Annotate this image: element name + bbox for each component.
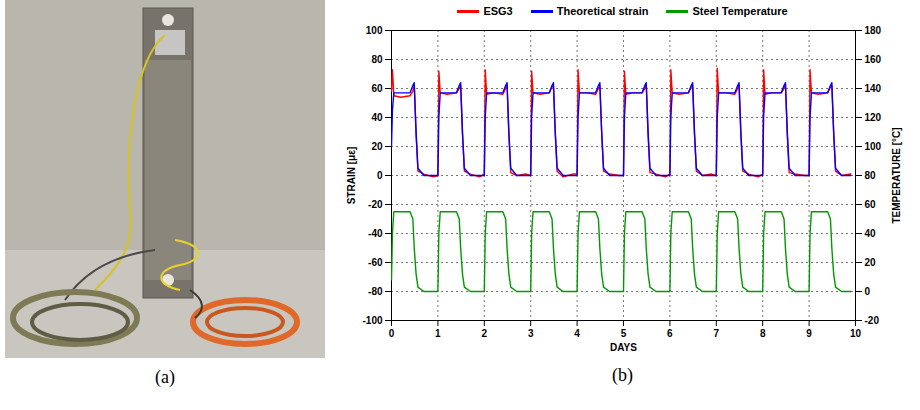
svg-text:60: 60 bbox=[864, 199, 876, 210]
svg-text:-60: -60 bbox=[368, 257, 383, 268]
svg-text:4: 4 bbox=[574, 328, 580, 339]
svg-text:0: 0 bbox=[388, 328, 394, 339]
svg-text:0: 0 bbox=[376, 170, 382, 181]
svg-text:160: 160 bbox=[864, 54, 881, 65]
svg-text:2: 2 bbox=[481, 328, 487, 339]
svg-text:5: 5 bbox=[620, 328, 626, 339]
svg-text:0: 0 bbox=[864, 286, 870, 297]
html-text:ESG3: ESG3 bbox=[483, 5, 513, 17]
svg-text:DAYS: DAYS bbox=[610, 342, 637, 353]
svg-text:140: 140 bbox=[864, 83, 881, 94]
svg-text:80: 80 bbox=[371, 54, 383, 65]
svg-text:40: 40 bbox=[371, 112, 383, 123]
svg-text:1: 1 bbox=[435, 328, 441, 339]
svg-text:9: 9 bbox=[806, 328, 812, 339]
svg-text:100: 100 bbox=[864, 141, 881, 152]
html-text:Theoretical strain: Theoretical strain bbox=[556, 5, 649, 17]
html-text:Steel Temperature: Steel Temperature bbox=[692, 5, 788, 17]
html-text:(a): (a) bbox=[155, 367, 175, 387]
svg-text:-80: -80 bbox=[368, 286, 383, 297]
svg-text:100: 100 bbox=[365, 25, 382, 36]
svg-text:-20: -20 bbox=[368, 199, 383, 210]
svg-text:TEMPERATURE [°C]: TEMPERATURE [°C] bbox=[890, 127, 901, 223]
svg-text:40: 40 bbox=[864, 228, 876, 239]
svg-text:80: 80 bbox=[864, 170, 876, 181]
html-text:(b): (b) bbox=[612, 365, 633, 385]
svg-text:-100: -100 bbox=[362, 315, 382, 326]
svg-text:-20: -20 bbox=[864, 315, 879, 326]
svg-text:7: 7 bbox=[713, 328, 719, 339]
svg-text:120: 120 bbox=[864, 112, 881, 123]
svg-text:10: 10 bbox=[849, 328, 861, 339]
svg-text:-40: -40 bbox=[368, 228, 383, 239]
svg-text:60: 60 bbox=[371, 83, 383, 94]
svg-text:20: 20 bbox=[864, 257, 876, 268]
svg-text:3: 3 bbox=[527, 328, 533, 339]
svg-text:20: 20 bbox=[371, 141, 383, 152]
svg-text:STRAIN [με]: STRAIN [με] bbox=[345, 147, 356, 205]
svg-text:180: 180 bbox=[864, 25, 881, 36]
svg-text:6: 6 bbox=[667, 328, 673, 339]
svg-text:8: 8 bbox=[759, 328, 765, 339]
